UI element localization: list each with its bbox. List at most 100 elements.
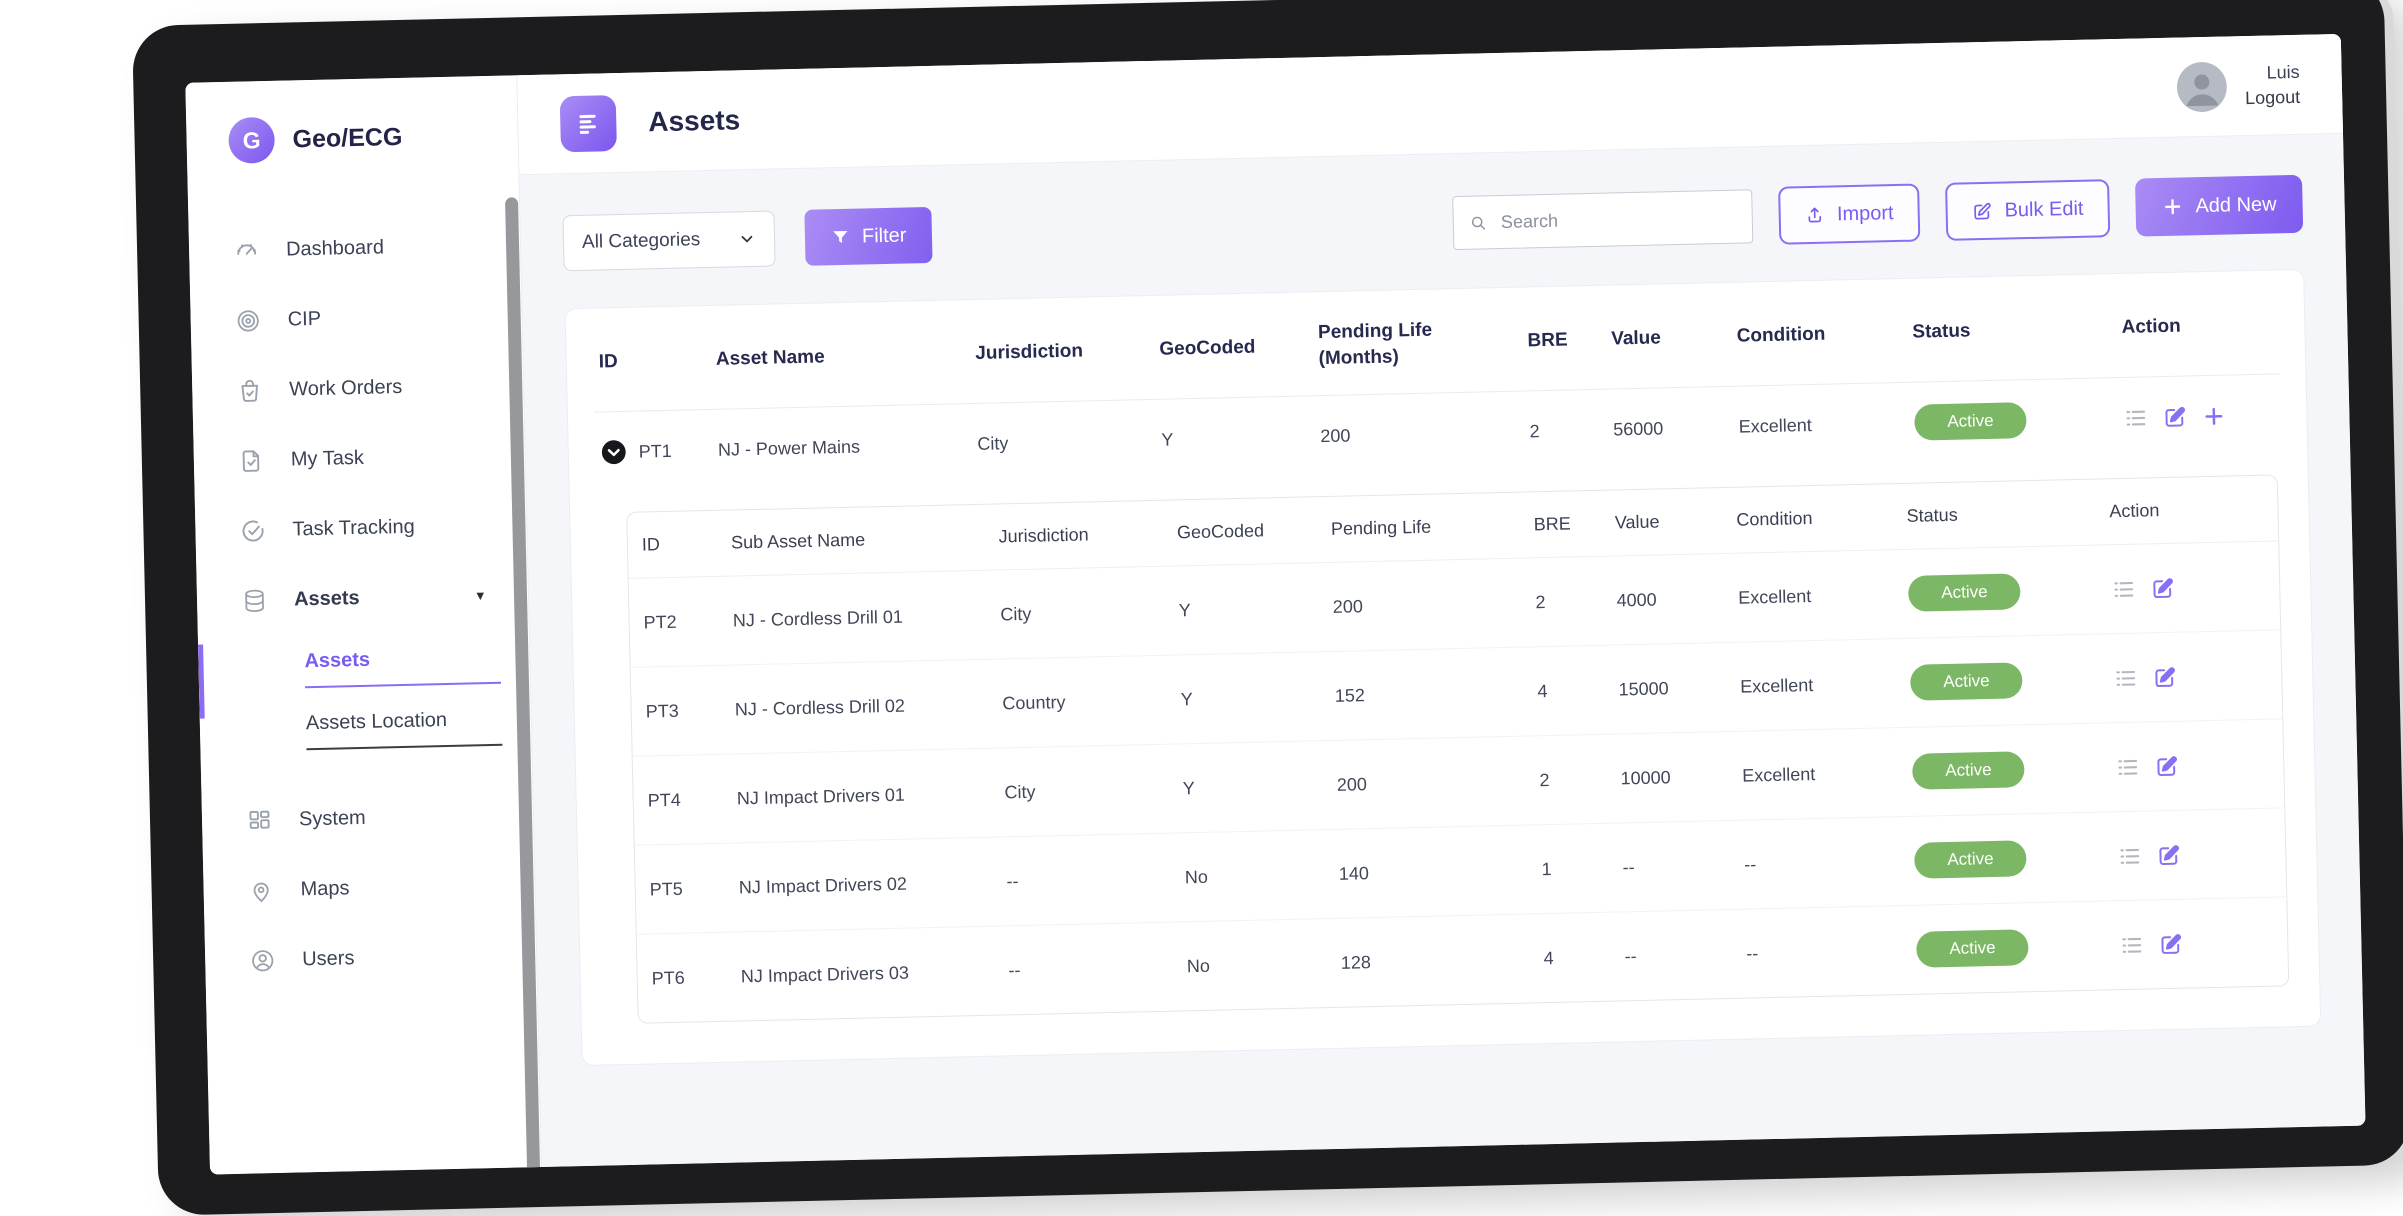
- add-new-button[interactable]: Add New: [2134, 174, 2304, 237]
- cell-geocoded: Y: [1180, 688, 1194, 710]
- cell-jurisdiction: --: [1008, 959, 1021, 981]
- database-icon: [241, 587, 269, 615]
- row-actions: [2113, 663, 2259, 691]
- cell-bre: 2: [1539, 769, 1550, 791]
- column-header-status: Status: [1912, 320, 1971, 343]
- sidebar-item-dashboard[interactable]: Dashboard: [232, 209, 521, 285]
- sub-table-row: PT3 NJ - Cordless Drill 02 Country Y 152…: [630, 630, 2283, 758]
- sub-table-row: PT4 NJ Impact Drivers 01 City Y 200 2 10…: [632, 719, 2285, 847]
- list-action-icon[interactable]: [2117, 843, 2143, 869]
- sidebar: G Geo/ECG Dashboard CIP: [185, 75, 542, 1175]
- cell-condition: Excellent: [1741, 763, 1816, 786]
- assets-table-card: ID Asset Name Jurisdiction GeoCoded Pend…: [564, 268, 2322, 1067]
- column-header-id: ID: [598, 350, 618, 373]
- list-action-icon[interactable]: [2111, 576, 2137, 602]
- target-icon: [234, 307, 262, 335]
- edit-action-icon[interactable]: [2152, 665, 2178, 691]
- import-button[interactable]: Import: [1778, 183, 1921, 245]
- avatar[interactable]: [2176, 61, 2227, 112]
- cell-value: 10000: [1620, 767, 1671, 789]
- edit-action-icon[interactable]: [2156, 843, 2182, 869]
- sidebar-item-maps[interactable]: Maps: [247, 849, 536, 925]
- sidebar-nav: Dashboard CIP Work Orders: [188, 209, 537, 996]
- sidebar-item-label: My Task: [290, 446, 365, 471]
- sidebar-item-cip[interactable]: CIP: [234, 279, 523, 355]
- bulk-edit-button-label: Bulk Edit: [2004, 197, 2084, 222]
- sub-table-row: PT5 NJ Impact Drivers 02 -- No 140 1 -- …: [634, 808, 2287, 936]
- sidebar-item-work-orders[interactable]: Work Orders: [236, 349, 525, 425]
- cell-condition: --: [1746, 943, 1759, 964]
- cell-value: 15000: [1618, 678, 1669, 700]
- app-screen: G Geo/ECG Dashboard CIP: [185, 33, 2366, 1175]
- sidebar-item-users[interactable]: Users: [248, 919, 537, 995]
- main-area: Assets Luis Logout: [517, 33, 2366, 1167]
- sidebar-subitem-assets[interactable]: Assets: [304, 645, 502, 689]
- sidebar-item-assets[interactable]: Assets ▾: [240, 559, 529, 635]
- edit-action-icon[interactable]: [2158, 931, 2184, 957]
- filter-button[interactable]: Filter: [804, 206, 934, 266]
- chevron-down-icon: ▾: [476, 587, 485, 605]
- search-input[interactable]: [1498, 205, 1737, 234]
- sidebar-item-label: System: [298, 806, 366, 830]
- cell-bre: 4: [1537, 680, 1548, 702]
- status-badge: Active: [1908, 573, 2021, 613]
- search-box: [1452, 189, 1754, 251]
- user-name: Luis: [2266, 61, 2300, 83]
- column-header-geocoded: GeoCoded: [1159, 336, 1256, 360]
- edit-icon: [1974, 202, 1991, 220]
- add-sub-asset-icon[interactable]: [2201, 403, 2227, 429]
- cell-condition: Excellent: [1737, 585, 1812, 608]
- app-logo: G Geo/ECG: [185, 75, 518, 164]
- device-frame: G Geo/ECG Dashboard CIP: [132, 0, 2403, 1216]
- list-action-icon[interactable]: [2113, 665, 2139, 691]
- column-header-bre: BRE: [1527, 329, 1568, 352]
- cell-geocoded: Y: [1182, 777, 1196, 799]
- sidebar-item-task-tracking[interactable]: Task Tracking: [239, 489, 528, 565]
- cell-pending-life: 200: [1336, 773, 1368, 795]
- user-circle-icon: [249, 946, 277, 974]
- list-action-icon[interactable]: [2115, 754, 2141, 780]
- cell-pending-life: 200: [1332, 596, 1364, 617]
- cell-name: NJ Impact Drivers 01: [736, 784, 906, 809]
- sub-column-header-action: Action: [2109, 500, 2160, 522]
- toolbar: All Categories Filter: [562, 174, 2304, 272]
- sub-table-row: PT2 NJ - Cordless Drill 01 City Y 200 2 …: [628, 541, 2281, 669]
- bulk-edit-button[interactable]: Bulk Edit: [1944, 179, 2111, 241]
- column-header-jurisdiction: Jurisdiction: [975, 340, 1084, 364]
- edit-action-icon[interactable]: [2154, 754, 2180, 780]
- edit-action-icon[interactable]: [2150, 576, 2176, 602]
- collapse-toggle-icon[interactable]: [601, 439, 628, 466]
- list-action-icon[interactable]: [2123, 405, 2149, 431]
- category-select-value: All Categories: [581, 229, 701, 253]
- grid-icon: [246, 807, 274, 835]
- sidebar-subitem-assets-location[interactable]: Assets Location: [305, 707, 503, 751]
- cell-name: NJ - Cordless Drill 01: [732, 606, 904, 631]
- sidebar-item-my-task[interactable]: My Task: [237, 419, 526, 495]
- list-action-icon[interactable]: [2119, 932, 2145, 958]
- cell-pending-life: 140: [1338, 862, 1370, 884]
- cell-name: NJ Impact Drivers 02: [738, 873, 908, 898]
- row-actions: [2115, 752, 2261, 780]
- cell-bre: 1: [1541, 858, 1552, 880]
- sidebar-item-label: CIP: [287, 307, 322, 331]
- logout-link[interactable]: Logout: [2244, 86, 2301, 108]
- cell-bre: 2: [1535, 591, 1546, 613]
- cell-value: --: [1624, 945, 1637, 967]
- cell-pending-life: 128: [1340, 951, 1372, 973]
- status-badge: Active: [1912, 751, 2025, 791]
- category-select[interactable]: All Categories: [562, 210, 776, 272]
- cell-id: PT2: [643, 611, 677, 633]
- assets-submenu: Assets Assets Location: [242, 629, 532, 785]
- cell-jurisdiction: City: [1004, 781, 1036, 803]
- cell-geocoded: No: [1186, 955, 1211, 977]
- edit-action-icon[interactable]: [2162, 404, 2188, 430]
- import-button-label: Import: [1836, 201, 1894, 225]
- user-texts: Luis Logout: [2244, 61, 2301, 108]
- search-icon: [1472, 216, 1486, 230]
- cell-value: 4000: [1616, 589, 1657, 611]
- sub-column-header-id: ID: [641, 534, 661, 555]
- column-header-condition: Condition: [1736, 323, 1826, 347]
- assets-list-icon: [559, 94, 617, 152]
- cell-id: PT4: [647, 789, 681, 811]
- sidebar-item-system[interactable]: System: [245, 779, 534, 855]
